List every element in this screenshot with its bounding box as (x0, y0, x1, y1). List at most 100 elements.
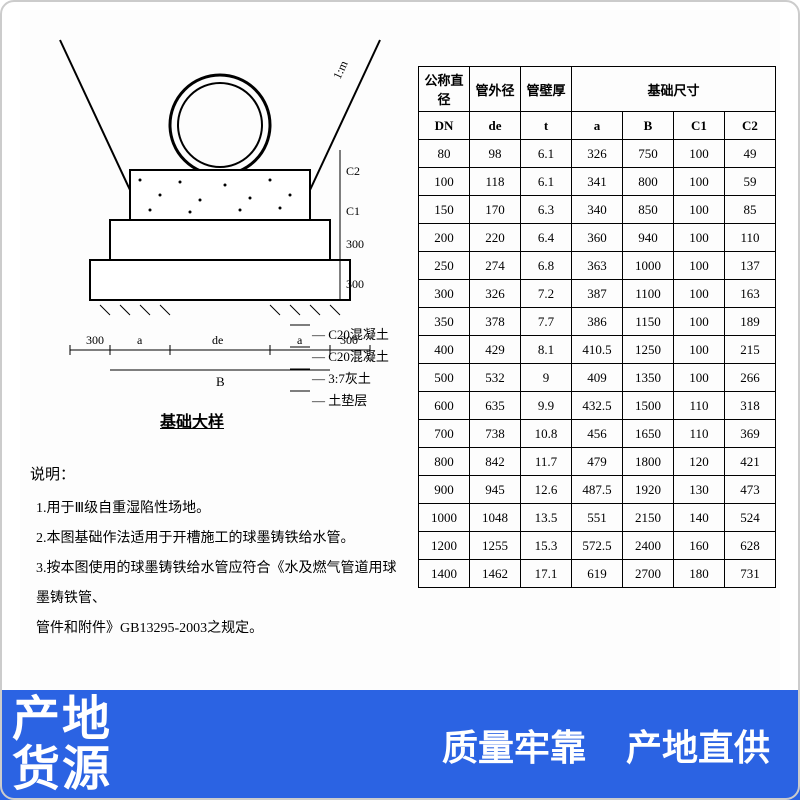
td: 1255 (470, 532, 521, 560)
th: C2 (725, 112, 776, 140)
dim-de: de (212, 333, 223, 347)
td: 2700 (623, 560, 674, 588)
td: 1350 (623, 364, 674, 392)
table-row: 50053294091350100266 (419, 364, 776, 392)
td: 118 (470, 168, 521, 196)
table-row: 80986.132675010049 (419, 140, 776, 168)
td: 100 (674, 336, 725, 364)
note-line: 2.本图基础作法适用于开槽施工的球墨铸铁给水管。 (36, 524, 410, 554)
td: 1200 (419, 532, 470, 560)
td: 500 (419, 364, 470, 392)
td: 731 (725, 560, 776, 588)
dim-h1: 300 (346, 237, 364, 251)
table-row: 1000104813.55512150140524 (419, 504, 776, 532)
slope-label: 1:m (330, 58, 351, 81)
td: 300 (419, 280, 470, 308)
th: 管壁厚 (521, 67, 572, 112)
td: 110 (725, 224, 776, 252)
td: 98 (470, 140, 521, 168)
td: 15.3 (521, 532, 572, 560)
td: 369 (725, 420, 776, 448)
td: 59 (725, 168, 776, 196)
dim-a-l: a (137, 333, 143, 347)
table-row: 2002206.4360940100110 (419, 224, 776, 252)
dim-C1: C1 (346, 204, 360, 218)
td: 800 (419, 448, 470, 476)
td: 1400 (419, 560, 470, 588)
td: 8.1 (521, 336, 572, 364)
td: 6.1 (521, 140, 572, 168)
td: 215 (725, 336, 776, 364)
td: 850 (623, 196, 674, 224)
overlay-right: 质量牢靠 产地直供 (442, 719, 770, 771)
td: 100 (674, 364, 725, 392)
td: 49 (725, 140, 776, 168)
td: 800 (623, 168, 674, 196)
overlay-left-line2: 货源 (12, 745, 112, 795)
legend-item: 土垫层 (312, 390, 389, 412)
table: 公称直径 管外径 管壁厚 基础尺寸 DN de t a B C1 C2 8098… (418, 66, 776, 588)
td: 326 (572, 140, 623, 168)
table-row: 3003267.23871100100163 (419, 280, 776, 308)
dimension-table: 公称直径 管外径 管壁厚 基础尺寸 DN de t a B C1 C2 8098… (418, 66, 776, 588)
diagram-legend: C20混凝土 C20混凝土 3:7灰土 土垫层 (312, 324, 389, 412)
td: 363 (572, 252, 623, 280)
td: 600 (419, 392, 470, 420)
td: 17.1 (521, 560, 572, 588)
td: 945 (470, 476, 521, 504)
td: 1000 (419, 504, 470, 532)
td: 6.1 (521, 168, 572, 196)
table-row: 4004298.1410.51250100215 (419, 336, 776, 364)
td: 387 (572, 280, 623, 308)
th: t (521, 112, 572, 140)
td: 1000 (623, 252, 674, 280)
td: 9.9 (521, 392, 572, 420)
td: 700 (419, 420, 470, 448)
td: 150 (419, 196, 470, 224)
td: 180 (674, 560, 725, 588)
note-line: 管件和附件》GB13295-2003之规定。 (36, 614, 410, 644)
td: 200 (419, 224, 470, 252)
td: 551 (572, 504, 623, 532)
td: 409 (572, 364, 623, 392)
td: 1150 (623, 308, 674, 336)
td: 473 (725, 476, 776, 504)
th: B (623, 112, 674, 140)
table-row: 3503787.73861150100189 (419, 308, 776, 336)
diagram-title: 基础大样 (160, 408, 224, 432)
td: 628 (725, 532, 776, 560)
td: 12.6 (521, 476, 572, 504)
td: 341 (572, 168, 623, 196)
td: 350 (419, 308, 470, 336)
td: 400 (419, 336, 470, 364)
td: 7.7 (521, 308, 572, 336)
td: 100 (674, 196, 725, 224)
td: 130 (674, 476, 725, 504)
td: 1800 (623, 448, 674, 476)
td: 572.5 (572, 532, 623, 560)
td: 340 (572, 196, 623, 224)
td: 456 (572, 420, 623, 448)
td: 1500 (623, 392, 674, 420)
th: de (470, 112, 521, 140)
td: 479 (572, 448, 623, 476)
td: 163 (725, 280, 776, 308)
legend-item: C20混凝土 (312, 346, 389, 368)
td: 140 (674, 504, 725, 532)
overlay-right-2: 产地直供 (626, 719, 770, 771)
td: 619 (572, 560, 623, 588)
td: 220 (470, 224, 521, 252)
td: 940 (623, 224, 674, 252)
td: 85 (725, 196, 776, 224)
td: 9 (521, 364, 572, 392)
td: 750 (623, 140, 674, 168)
td: 635 (470, 392, 521, 420)
th: C1 (674, 112, 725, 140)
th-group: 基础尺寸 (572, 67, 776, 112)
td: 738 (470, 420, 521, 448)
legend-item: 3:7灰土 (312, 368, 389, 390)
table-row: 1200125515.3572.52400160628 (419, 532, 776, 560)
td: 1048 (470, 504, 521, 532)
legend-item: C20混凝土 (312, 324, 389, 346)
td: 900 (419, 476, 470, 504)
